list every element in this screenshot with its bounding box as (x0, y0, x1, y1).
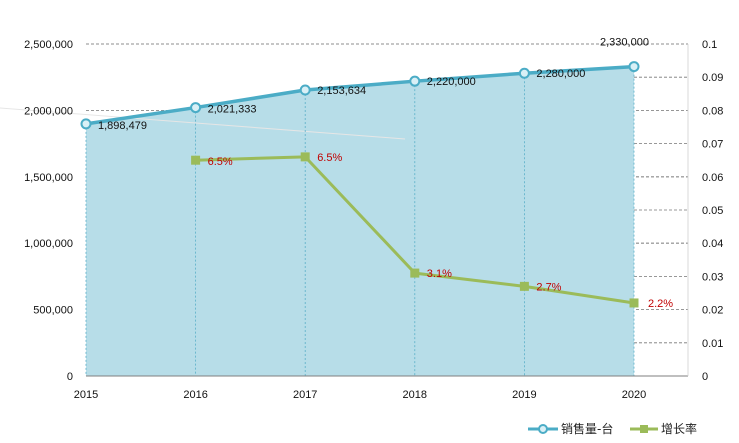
sales-area-fill (86, 66, 634, 377)
rate-data-label: 6.5% (317, 152, 342, 164)
right-tick-label: 0 (702, 371, 708, 383)
right-tick-label: 0.05 (702, 205, 723, 217)
legend-rate-label: 增长率 (661, 421, 697, 436)
legend-sales-label: 销售量-台 (561, 421, 613, 436)
axes: 0 500,000 1,000,000 1,500,000 2,000,000 2,500… (24, 39, 723, 401)
highlight-line (0, 107, 406, 140)
sales-point-2017 (299, 84, 311, 96)
left-tick-label: 0 (67, 371, 73, 383)
right-tick-label: 0.1 (702, 39, 717, 51)
x-tick-label: 2020 (622, 389, 646, 401)
sales-point-2015 (80, 118, 92, 130)
rate-point-2017 (300, 152, 310, 162)
rate-data-label: 3.1% (427, 268, 452, 280)
sales-data-label: 1,898,479 (98, 120, 147, 132)
sales-data-label: 2,280,000 (536, 68, 585, 80)
x-tick-label: 2019 (512, 389, 536, 401)
right-tick-label: 0.06 (702, 172, 723, 184)
rate-point-2016 (191, 155, 201, 165)
legend: 销售量-台 增长率 (528, 421, 697, 436)
right-tick-label: 0.01 (702, 338, 723, 350)
rate-point-2019 (519, 281, 529, 291)
sales-area (0, 66, 635, 377)
legend-rate-swatch-marker (640, 425, 648, 433)
left-tick-label: 2,500,000 (24, 39, 73, 51)
left-tick-label: 1,000,000 (24, 238, 73, 250)
rate-point-2018 (410, 268, 420, 278)
sales-data-label: 2,153,634 (317, 85, 366, 97)
sales-point-2016 (190, 102, 202, 114)
markers (80, 61, 640, 308)
right-tick-label: 0.08 (702, 105, 723, 117)
rate-data-label: 2.7% (536, 281, 561, 293)
sales-data-label: 2,220,000 (427, 76, 476, 88)
x-tick-label: 2016 (183, 389, 207, 401)
sales-point-2020 (628, 61, 640, 73)
sales-data-label: 2,330,000 (600, 37, 649, 49)
left-tick-label: 1,500,000 (24, 172, 73, 184)
sales-point-2018 (409, 75, 421, 87)
labels: 1,898,479 2,021,333 2,153,634 2,220,000 2,28… (98, 37, 673, 310)
right-tick-label: 0.02 (702, 305, 723, 317)
left-tick-label: 2,000,000 (24, 105, 73, 117)
rate-data-label: 6.5% (208, 156, 233, 168)
x-tick-label: 2018 (403, 389, 427, 401)
right-tick-label: 0.04 (702, 238, 723, 250)
sales-point-2019 (518, 67, 530, 79)
x-tick-label: 2017 (293, 389, 317, 401)
right-tick-label: 0.07 (702, 139, 723, 151)
left-tick-label: 500,000 (33, 305, 73, 317)
rate-data-label: 2.2% (648, 298, 673, 310)
x-tick-label: 2015 (74, 389, 98, 401)
sales-data-label: 2,021,333 (208, 104, 257, 116)
rate-point-2020 (629, 298, 639, 308)
sales-line (85, 64, 635, 126)
legend-sales-swatch-marker (538, 424, 548, 434)
right-tick-label: 0.03 (702, 271, 723, 283)
right-tick-label: 0.09 (702, 72, 723, 84)
